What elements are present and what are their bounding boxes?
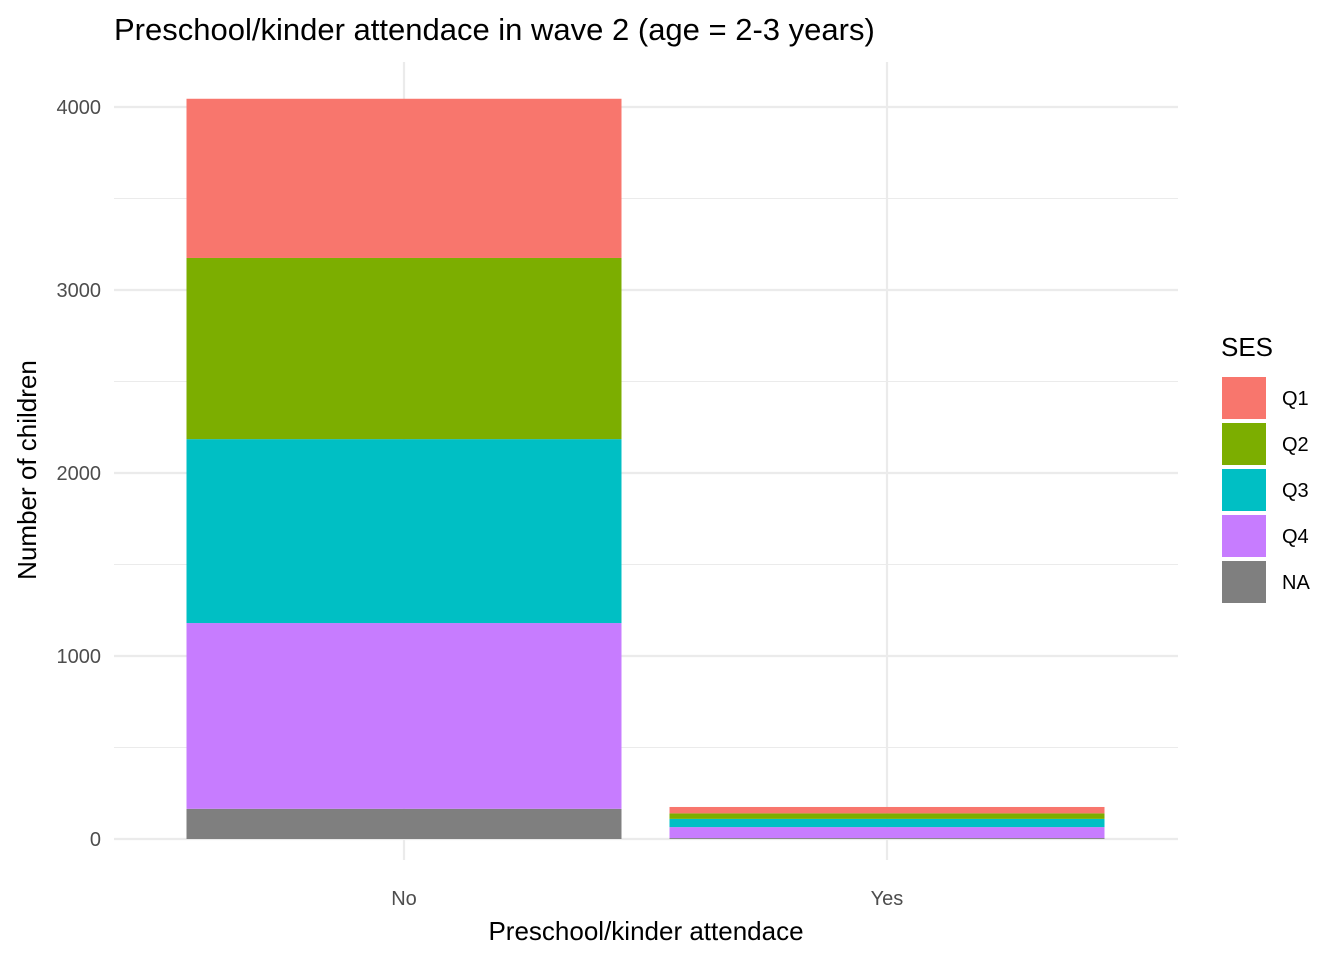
bar-no-q2 [186,257,622,440]
y-tick-label: 2000 [57,463,102,485]
legend-label-q1: Q1 [1282,388,1309,410]
legend-key-q1 [1222,377,1266,419]
legend-key-na [1222,561,1266,603]
bar-no-q4 [186,623,622,809]
legend-label-na: NA [1282,572,1310,594]
y-tick-label: 4000 [57,97,102,119]
legend-label-q3: Q3 [1282,480,1309,502]
x-tick-label: No [391,888,417,910]
chart-title: Preschool/kinder attendace in wave 2 (ag… [114,12,875,47]
bar-no-q1 [186,98,622,258]
legend-key-q3 [1222,469,1266,511]
bar-yes-q3 [669,818,1105,828]
legend-key-q4 [1222,515,1266,557]
x-tick-label: Yes [871,888,904,910]
bar-no-q3 [186,439,622,624]
bar-yes-q1 [669,806,1105,814]
legend-key-q2 [1222,423,1266,465]
y-tick-label: 3000 [57,280,102,302]
bar-yes-q2 [669,813,1105,819]
bar-no-na [186,808,622,839]
bar-yes-q4 [669,827,1105,839]
x-axis-ticks: No Yes [391,888,903,910]
y-axis-ticks: 0 1000 2000 3000 4000 [57,97,102,851]
legend-label-q2: Q2 [1282,434,1309,456]
y-axis-title: Number of children [12,360,42,580]
legend-title: SES [1221,332,1273,362]
y-tick-label: 1000 [57,646,102,668]
bar-yes-na [669,838,1105,839]
legend: SES Q1 Q2 Q3 Q4 NA [1221,332,1310,603]
bars [186,98,1105,839]
y-tick-label: 0 [90,829,101,851]
legend-label-q4: Q4 [1282,526,1309,548]
x-axis-title: Preschool/kinder attendace [488,916,803,946]
